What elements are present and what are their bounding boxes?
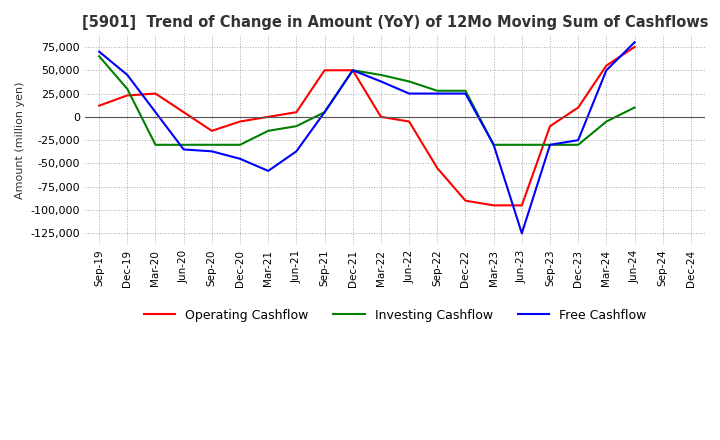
Legend: Operating Cashflow, Investing Cashflow, Free Cashflow: Operating Cashflow, Investing Cashflow, … (139, 304, 652, 327)
Free Cashflow (320, 110, 329, 115)
Free Cashflow (405, 91, 413, 96)
Investing Cashflow (95, 54, 104, 59)
Free Cashflow (490, 142, 498, 147)
Operating Cashflow (95, 103, 104, 108)
Operating Cashflow (602, 63, 611, 68)
Operating Cashflow (123, 93, 132, 98)
Free Cashflow (461, 91, 469, 96)
Line: Investing Cashflow: Investing Cashflow (99, 56, 634, 145)
Investing Cashflow (461, 88, 469, 93)
Investing Cashflow (320, 110, 329, 115)
Free Cashflow (574, 138, 582, 143)
Free Cashflow (123, 72, 132, 77)
Operating Cashflow (518, 203, 526, 208)
Operating Cashflow (207, 128, 216, 133)
Operating Cashflow (433, 165, 441, 171)
Investing Cashflow (377, 72, 385, 77)
Operating Cashflow (574, 105, 582, 110)
Operating Cashflow (348, 68, 357, 73)
Investing Cashflow (630, 105, 639, 110)
Investing Cashflow (574, 142, 582, 147)
Free Cashflow (179, 147, 188, 152)
Free Cashflow (546, 142, 554, 147)
Investing Cashflow (207, 142, 216, 147)
Free Cashflow (518, 231, 526, 236)
Operating Cashflow (292, 110, 301, 115)
Operating Cashflow (377, 114, 385, 120)
Free Cashflow (235, 156, 244, 161)
Free Cashflow (348, 68, 357, 73)
Investing Cashflow (490, 142, 498, 147)
Operating Cashflow (235, 119, 244, 124)
Investing Cashflow (264, 128, 273, 133)
Investing Cashflow (602, 119, 611, 124)
Free Cashflow (433, 91, 441, 96)
Investing Cashflow (348, 68, 357, 73)
Operating Cashflow (405, 119, 413, 124)
Investing Cashflow (518, 142, 526, 147)
Operating Cashflow (630, 44, 639, 50)
Free Cashflow (95, 49, 104, 54)
Operating Cashflow (490, 203, 498, 208)
Investing Cashflow (405, 79, 413, 84)
Free Cashflow (602, 68, 611, 73)
Operating Cashflow (320, 68, 329, 73)
Investing Cashflow (179, 142, 188, 147)
Operating Cashflow (179, 110, 188, 115)
Free Cashflow (377, 79, 385, 84)
Investing Cashflow (123, 86, 132, 92)
Free Cashflow (151, 110, 160, 115)
Operating Cashflow (461, 198, 469, 203)
Operating Cashflow (546, 124, 554, 129)
Investing Cashflow (546, 142, 554, 147)
Line: Free Cashflow: Free Cashflow (99, 42, 634, 233)
Free Cashflow (292, 149, 301, 154)
Free Cashflow (207, 149, 216, 154)
Y-axis label: Amount (million yen): Amount (million yen) (15, 81, 25, 199)
Operating Cashflow (151, 91, 160, 96)
Investing Cashflow (151, 142, 160, 147)
Free Cashflow (264, 168, 273, 173)
Title: [5901]  Trend of Change in Amount (YoY) of 12Mo Moving Sum of Cashflows: [5901] Trend of Change in Amount (YoY) o… (82, 15, 708, 30)
Free Cashflow (630, 40, 639, 45)
Investing Cashflow (433, 88, 441, 93)
Line: Operating Cashflow: Operating Cashflow (99, 47, 634, 205)
Investing Cashflow (292, 124, 301, 129)
Operating Cashflow (264, 114, 273, 120)
Investing Cashflow (235, 142, 244, 147)
